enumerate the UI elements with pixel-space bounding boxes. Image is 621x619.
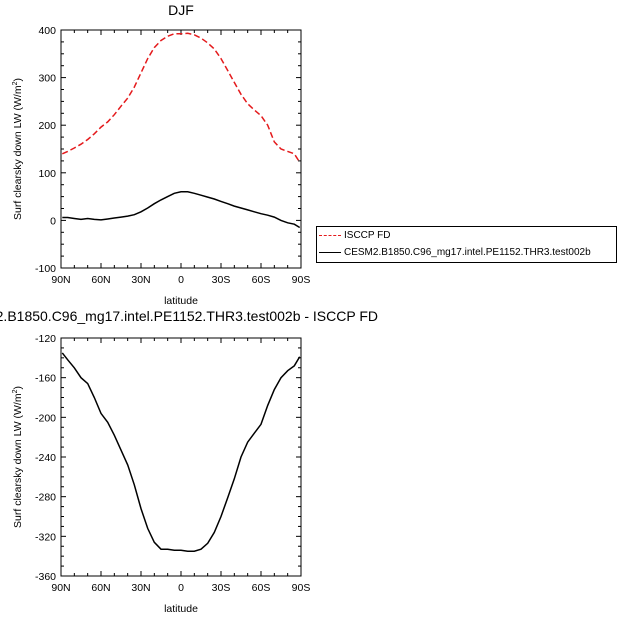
x-tick-label: 60S <box>252 582 271 594</box>
legend-swatch-dashed <box>319 235 341 236</box>
x-axis-label: latitude <box>164 295 198 307</box>
series-line-difference <box>61 352 301 552</box>
x-tick-label: 60N <box>91 274 110 286</box>
legend: ISCCP FD CESM2.B1850.C96_mg17.intel.PE11… <box>316 226 617 263</box>
y-axis-label: Surf clearsky down LW (W/m2) <box>12 78 24 220</box>
series-group <box>61 352 301 552</box>
chart-title: DJF <box>168 2 194 18</box>
x-axis: 90N 60N 30N 0 30S 60S 90S <box>51 30 310 286</box>
x-tick-label: 60N <box>91 582 110 594</box>
y-axis: -100 0 100 200 300 400 <box>35 25 301 275</box>
x-tick-label: 30N <box>131 274 150 286</box>
y-tick-label: -360 <box>35 571 56 583</box>
y-tick-label: -240 <box>35 452 56 464</box>
x-tick-label: 30S <box>212 274 231 286</box>
y-tick-label: 200 <box>38 120 56 132</box>
y-tick-label: 0 <box>50 215 56 227</box>
plot-frame <box>60 29 302 269</box>
legend-label-isccp: ISCCP FD <box>344 230 391 241</box>
x-tick-label: 0 <box>178 274 184 286</box>
plot-frame <box>60 337 302 577</box>
x-tick-label: 90S <box>292 582 311 594</box>
y-tick-label: 300 <box>38 73 56 85</box>
legend-item-isccp: ISCCP FD <box>317 227 616 244</box>
y-tick-label: -100 <box>35 263 56 275</box>
y-axis-label: Surf clearsky down LW (W/m2) <box>12 386 24 528</box>
y-tick-label: -160 <box>35 373 56 385</box>
x-tick-label: 0 <box>178 582 184 594</box>
legend-swatch-solid <box>319 252 341 253</box>
chart-title: M2.B1850.C96_mg17.intel.PE1152.THR3.test… <box>0 308 378 324</box>
y-axis: -360 -320 -280 -240 -200 -160 -120 <box>35 333 301 583</box>
series-line-isccp <box>61 32 301 163</box>
x-tick-label: 90N <box>51 274 70 286</box>
x-tick-label: 90S <box>292 274 311 286</box>
legend-label-cesm: CESM2.B1850.C96_mg17.intel.PE1152.THR3.t… <box>344 247 591 258</box>
y-axis-label-text: Surf clearsky down LW (W/m <box>12 85 24 220</box>
y-tick-label: -200 <box>35 412 56 424</box>
legend-item-cesm: CESM2.B1850.C96_mg17.intel.PE1152.THR3.t… <box>317 244 616 261</box>
x-tick-label: 30S <box>212 582 231 594</box>
y-axis-label-end: ) <box>12 386 24 390</box>
y-tick-label: -280 <box>35 492 56 504</box>
y-axis-label-sup: 2 <box>12 81 19 85</box>
y-tick-label: 400 <box>38 25 56 37</box>
series-group <box>61 32 301 229</box>
x-tick-label: 90N <box>51 582 70 594</box>
panel-difference: M2.B1850.C96_mg17.intel.PE1152.THR3.test… <box>0 308 378 615</box>
series-line-cesm <box>62 191 301 229</box>
x-tick-label: 30N <box>131 582 150 594</box>
y-tick-label: -120 <box>35 333 56 345</box>
x-axis-label: latitude <box>164 603 198 615</box>
y-axis-label-end: ) <box>12 78 24 82</box>
y-axis-label-text: Surf clearsky down LW (W/m <box>12 393 24 528</box>
y-tick-label: -320 <box>35 531 56 543</box>
x-axis: 90N 60N 30N 0 30S 60S 90S <box>51 338 310 594</box>
y-axis-label-sup: 2 <box>12 389 19 393</box>
x-tick-label: 60S <box>252 274 271 286</box>
y-tick-label: 100 <box>38 168 56 180</box>
